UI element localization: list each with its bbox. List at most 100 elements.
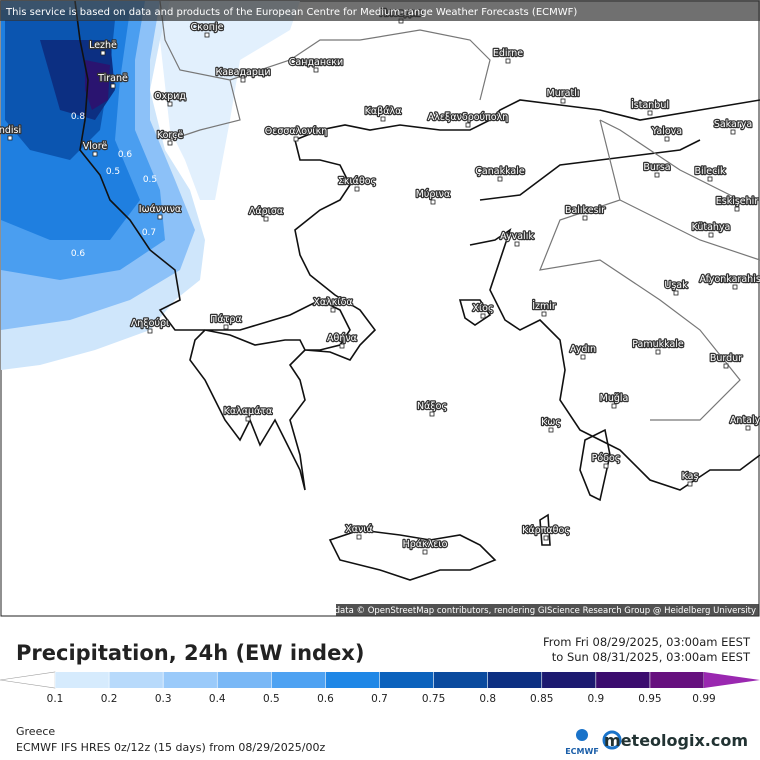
city-label: Скопје <box>191 22 224 33</box>
city-label: Yalova <box>651 126 682 137</box>
city-label: Λάρισα <box>249 206 283 217</box>
city-marker <box>687 481 693 487</box>
city-marker <box>157 214 163 220</box>
colorbar-segment <box>109 672 164 688</box>
period-to: to Sun 08/31/2025, 03:00am EEST <box>552 650 751 664</box>
city-marker <box>541 311 547 317</box>
city-label: Antalya <box>730 415 760 426</box>
city-label: Χαλκίδα <box>313 297 352 308</box>
colorbar-tick-label: 0.75 <box>422 693 445 705</box>
city-marker <box>730 129 736 135</box>
city-marker <box>655 349 661 355</box>
city-marker <box>732 284 738 290</box>
city-label: İstanbul <box>631 100 669 111</box>
city-label: Afyonkarahisar <box>699 274 760 285</box>
colorbar-tick-label: 0.5 <box>263 693 280 705</box>
colorbar-segment <box>379 672 434 688</box>
city-label: Сандански <box>289 57 343 68</box>
colorbar-tick-label: 0.9 <box>587 693 604 705</box>
city-label: Lezhë <box>89 40 117 51</box>
city-marker <box>514 241 520 247</box>
city-marker <box>548 427 554 433</box>
city-marker <box>429 411 435 417</box>
city-label: Vlorë <box>83 141 108 152</box>
header-bar <box>0 0 760 21</box>
city-marker <box>245 416 251 422</box>
precip-area <box>160 1 300 200</box>
city-marker <box>293 136 299 142</box>
model-info: ECMWF IFS HRES 0z/12z (15 days) from 08/… <box>16 741 326 754</box>
city-marker <box>422 549 428 555</box>
city-marker <box>465 122 471 128</box>
city-marker <box>354 186 360 192</box>
colorbar: 0.1 0.2 0.3 0.4 0.5 0.6 0.7 0.75 0.8 0.85 0.9 0.95 0… <box>0 671 760 705</box>
credit-bg <box>336 604 759 616</box>
city-marker <box>664 136 670 142</box>
city-marker <box>430 199 436 205</box>
colorbar-segment <box>325 672 380 688</box>
city-label: ndisi <box>0 125 21 136</box>
legend-title: Precipitation, 24h (EW index) <box>16 641 364 665</box>
city-marker <box>580 354 586 360</box>
city-label: Κως <box>541 417 561 428</box>
colorbar-segment <box>217 672 272 688</box>
city-marker <box>240 77 246 83</box>
city-marker <box>745 425 751 431</box>
city-label: Νάξος <box>417 401 447 412</box>
colorbar-segment <box>595 672 650 688</box>
city-marker <box>263 216 269 222</box>
city-marker <box>654 172 660 178</box>
city-label: Muğla <box>600 393 629 404</box>
colorbar-segment <box>433 672 488 688</box>
city-marker <box>204 32 210 38</box>
city-label: Ληξούρι <box>131 318 169 329</box>
city-marker <box>313 67 319 73</box>
contour-label: 0.5 <box>143 175 157 185</box>
city-label: Μύρινα <box>416 189 451 200</box>
city-label: Bursa <box>643 162 670 173</box>
colorbar-tick-label: 0.8 <box>479 693 496 705</box>
city-marker <box>707 176 713 182</box>
city-marker <box>480 313 486 319</box>
city-marker <box>611 403 617 409</box>
city-label: Burdur <box>710 353 742 364</box>
city-marker <box>100 50 106 56</box>
city-marker <box>673 290 679 296</box>
city-label: Balıkesir <box>565 205 605 216</box>
colorbar-segment <box>271 672 326 688</box>
city-label: Ιωάννινα <box>139 204 181 215</box>
city-marker <box>330 307 336 313</box>
ecmwf-logo <box>576 729 588 741</box>
colorbar-segment <box>541 672 596 688</box>
colorbar-segment <box>55 672 110 688</box>
city-label: Θεσσαλονίκη <box>265 126 328 137</box>
city-marker <box>339 343 345 349</box>
city-label: Kaş <box>682 471 699 482</box>
city-marker <box>147 328 153 334</box>
city-label: İzmir <box>532 301 556 312</box>
contour-label: 0.5 <box>106 167 120 177</box>
city-label: Αλεξανδρούπολη <box>428 112 508 123</box>
city-marker <box>708 232 714 238</box>
city-label: Κάρπαθος <box>522 525 570 536</box>
city-marker <box>560 98 566 104</box>
brand-logo <box>602 730 622 750</box>
city-marker <box>380 116 386 122</box>
city-label: Χανιά <box>345 524 373 535</box>
contour-label: 0.8 <box>71 112 86 122</box>
colorbar-segment <box>163 672 218 688</box>
city-marker <box>92 151 98 157</box>
city-label: Ηράκλειο <box>403 539 448 550</box>
city-label: Korçë <box>157 130 183 141</box>
map: ПловдивLezhëTiranëСкопјеКавадарциСанданс… <box>0 0 760 617</box>
contour-label: 0.7 <box>142 228 156 238</box>
region: Greece <box>16 725 55 738</box>
city-label: Pamukkale <box>632 339 684 350</box>
city-label: Uşak <box>664 280 688 291</box>
city-marker <box>110 83 116 89</box>
colorbar-tick-label: 0.6 <box>317 693 334 705</box>
ecmwf-text: ECMWF <box>565 747 599 756</box>
city-marker <box>543 535 549 541</box>
colorbar-tick-label: 0.95 <box>638 693 661 705</box>
